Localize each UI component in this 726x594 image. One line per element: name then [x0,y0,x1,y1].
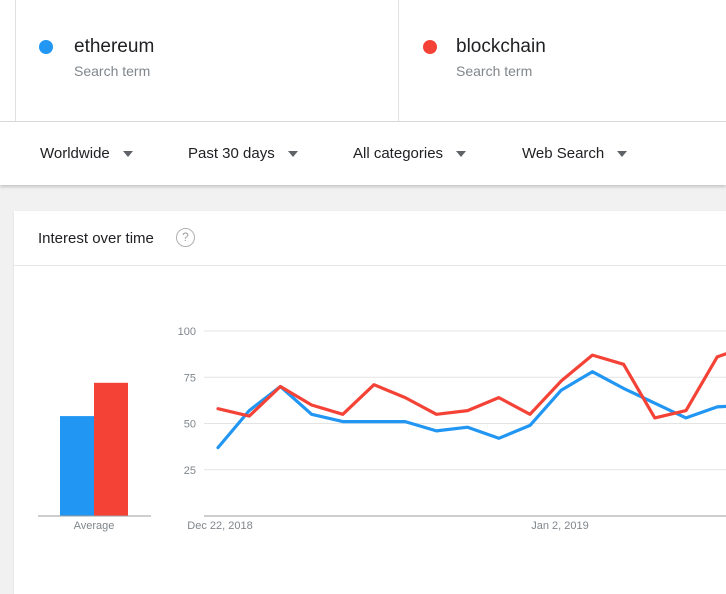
filter-label: Web Search [522,145,605,162]
x-tick-label: Jan 2, 2019 [531,520,589,532]
caret-down-icon [456,150,467,157]
series-line-ethereum [216,370,726,450]
card-header: Interest over time ? [14,211,726,266]
y-tick-label: 75 [184,372,196,384]
caret-down-icon [122,150,133,157]
term-name: ethereum [74,36,155,57]
term-card-blockchain[interactable]: blockchain Search term [398,0,726,121]
interest-chart: 25 50 75 100 Dec 22, 2018 Jan 2, 2019 Average [38,326,726,532]
filter-label: Past 30 days [188,145,275,162]
search-terms-bar: ethereum Search term blockchain Search t… [0,0,726,122]
term-name: blockchain [456,36,546,57]
caret-down-icon [617,150,628,157]
card-title: Interest over time [38,230,154,247]
term-card-ethereum[interactable]: ethereum Search term [15,0,399,121]
term-subtitle: Search term [74,63,151,79]
series-line-blockchain [216,352,726,420]
region-filter-dropdown[interactable]: Worldwide [40,122,133,185]
search-type-filter-dropdown[interactable]: Web Search [522,122,628,185]
category-filter-dropdown[interactable]: All categories [353,122,467,185]
series-color-dot-icon [39,40,53,54]
average-bar-blockchain [94,382,128,516]
caret-down-icon [287,150,298,157]
interest-over-time-card: Interest over time ? 25 50 75 100 Dec 22, 20… [14,211,726,594]
filter-label: Worldwide [40,145,110,162]
y-tick-label: 25 [184,465,196,477]
average-bar-ethereum [60,416,94,516]
time-range-filter-dropdown[interactable]: Past 30 days [188,122,298,185]
filter-label: All categories [353,145,444,162]
help-icon[interactable]: ? [176,228,195,247]
x-tick-label: Dec 22, 2018 [187,520,252,532]
filters-bar: Worldwide Past 30 days All categories We… [0,122,726,185]
series-color-dot-icon [423,40,437,54]
average-label: Average [74,520,115,532]
y-tick-label: 100 [178,326,196,338]
y-tick-label: 50 [184,419,196,431]
term-subtitle: Search term [456,63,533,79]
